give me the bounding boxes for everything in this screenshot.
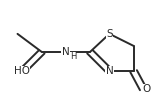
Text: N: N bbox=[105, 66, 113, 76]
Text: N: N bbox=[62, 47, 70, 57]
Text: H: H bbox=[70, 52, 76, 61]
Text: O: O bbox=[142, 84, 151, 94]
Text: S: S bbox=[106, 29, 113, 39]
Text: HO: HO bbox=[14, 66, 30, 76]
